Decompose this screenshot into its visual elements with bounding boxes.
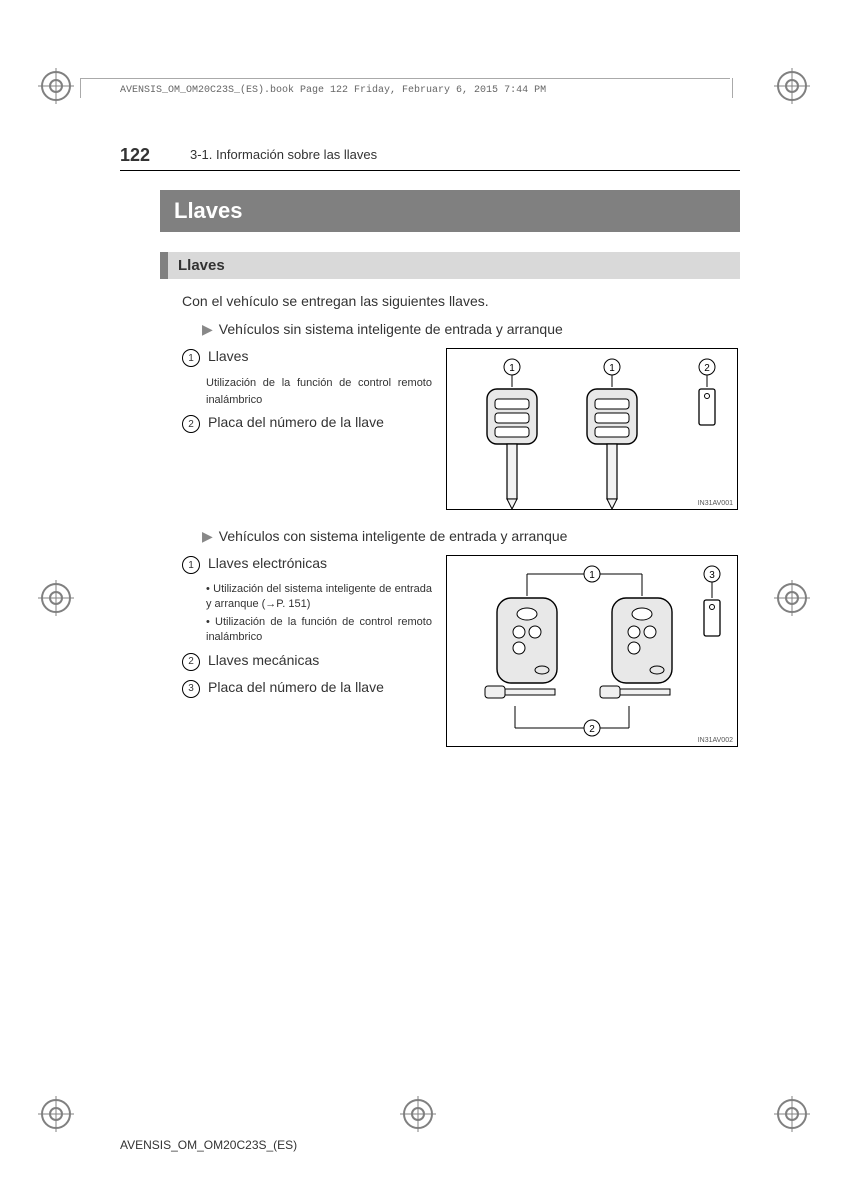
figure-keys-smart: 1 3 2 — [446, 555, 738, 747]
item-bullet: Utilización del sistema inteligente de e… — [206, 582, 432, 613]
triangle-icon: ▶ — [202, 321, 213, 337]
crop-mark-icon — [38, 68, 74, 104]
crop-mark-icon — [774, 580, 810, 616]
triangle-icon: ▶ — [202, 528, 213, 544]
crop-mark-icon — [774, 1096, 810, 1132]
page-number: 122 — [120, 145, 150, 166]
item-label: Llaves — [208, 348, 248, 364]
crop-mark-icon — [400, 1096, 436, 1132]
callout-number: 2 — [182, 653, 200, 671]
print-header: AVENSIS_OM_OM20C23S_(ES).book Page 122 F… — [120, 85, 546, 96]
crop-mark-icon — [38, 580, 74, 616]
item-label: Llaves mecánicas — [208, 652, 319, 668]
section-path: 3-1. Información sobre las llaves — [190, 147, 377, 162]
svg-text:1: 1 — [589, 570, 595, 581]
item-label: Placa del número de la llave — [208, 414, 384, 430]
list-item: 2 Placa del número de la llave — [182, 414, 432, 433]
intro-text: Con el vehículo se entregan las siguient… — [182, 293, 740, 309]
item-bullet: Utilización de la función de control rem… — [206, 615, 432, 646]
item-label: Llaves electrónicas — [208, 555, 327, 571]
hr — [120, 170, 740, 171]
crop-line — [80, 78, 81, 98]
page-title: Llaves — [160, 190, 740, 232]
item-label: Placa del número de la llave — [208, 679, 384, 695]
crop-mark-icon — [38, 1096, 74, 1132]
svg-text:3: 3 — [709, 570, 715, 581]
footer: AVENSIS_OM_OM20C23S_(ES) — [120, 1138, 297, 1152]
figure-id: IN31AV001 — [698, 500, 733, 507]
callout-number: 3 — [182, 680, 200, 698]
list-item: 3 Placa del número de la llave — [182, 679, 432, 698]
list-item: 1 Llaves — [182, 348, 432, 367]
figure-id: IN31AV002 — [698, 737, 733, 744]
subheading: Llaves — [160, 252, 740, 279]
callout-number: 1 — [182, 349, 200, 367]
svg-text:2: 2 — [704, 363, 710, 374]
svg-text:2: 2 — [589, 724, 595, 735]
figure-keys-standard: 1 1 2 — [446, 348, 738, 510]
variant-b-heading: ▶Vehículos con sistema inteligente de en… — [202, 528, 740, 545]
list-item: 2 Llaves mecánicas — [182, 652, 432, 671]
callout-number: 2 — [182, 415, 200, 433]
crop-line — [80, 78, 730, 79]
callout-number: 1 — [182, 556, 200, 574]
variant-a-heading: ▶Vehículos sin sistema inteligente de en… — [202, 321, 740, 338]
item-desc: Utilización de la función de control rem… — [206, 375, 432, 408]
svg-text:1: 1 — [509, 363, 515, 374]
svg-text:1: 1 — [609, 363, 615, 374]
crop-line — [732, 78, 733, 98]
list-item: 1 Llaves electrónicas — [182, 555, 432, 574]
crop-mark-icon — [774, 68, 810, 104]
